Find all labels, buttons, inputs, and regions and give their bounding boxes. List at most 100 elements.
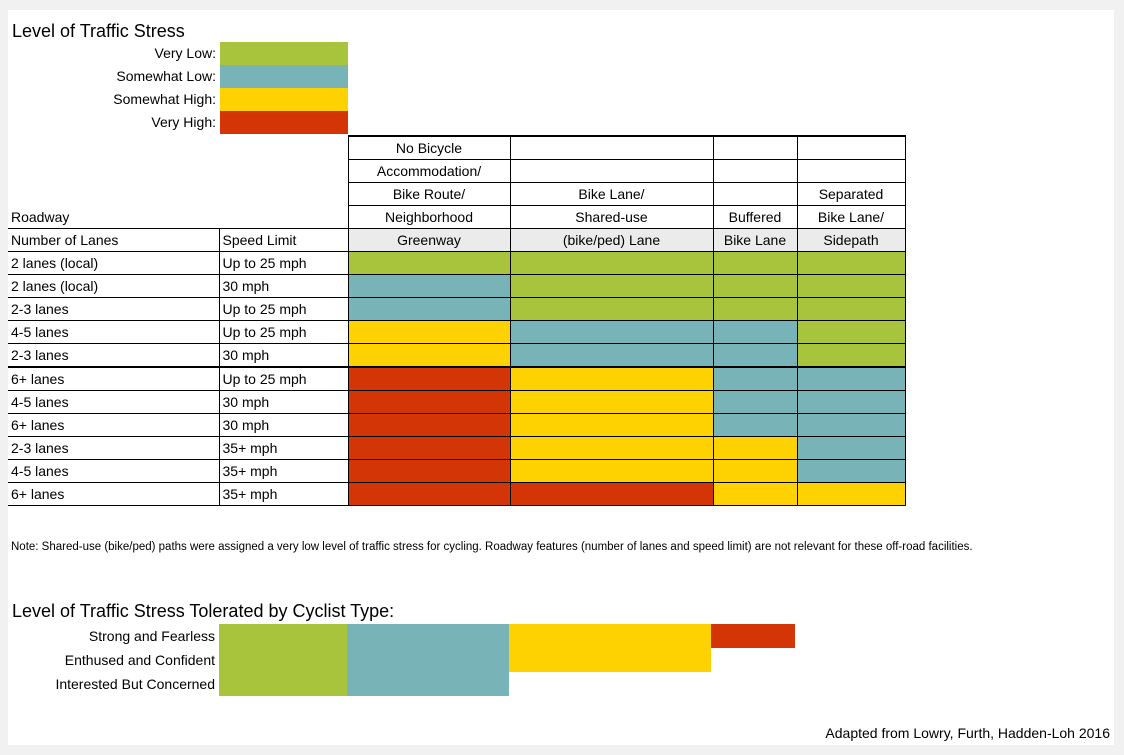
stress-cell-very-low (712, 297, 797, 321)
speed-cell: 30 mph (218, 413, 348, 437)
legend-row-very-high: Very High: (8, 111, 348, 134)
lanes-cell: 6+ lanes (8, 482, 219, 506)
tolerance-chart: Strong and Fearless Enthused and Confiden… (8, 624, 808, 696)
stress-cell-very-high (347, 436, 510, 460)
lts-table-header: No Bicycle Accommodation/Bike Route/Bike … (8, 135, 906, 252)
stress-cell-somewhat-high (509, 436, 713, 460)
facility-header-line (509, 159, 713, 183)
tolerance-bar-very-high (711, 624, 795, 648)
legend-swatch-very-high (220, 111, 348, 134)
lanes-cell: 2 lanes (local) (8, 274, 219, 298)
col-speed-header: Speed Limit (218, 228, 348, 252)
tolerance-bar-very-low (219, 648, 347, 672)
legend-label-very-high: Very High: (151, 114, 216, 130)
cyclist-type-label: Strong and Fearless (88, 628, 215, 644)
credit-text: Adapted from Lowry, Furth, Hadden-Loh 20… (825, 725, 1110, 741)
stress-cell-very-low (347, 251, 510, 275)
stress-cell-somewhat-high (509, 366, 713, 391)
header-blank (219, 206, 348, 229)
speed-cell: 30 mph (218, 343, 348, 368)
table-row: 6+ lanes 30 mph (8, 413, 906, 437)
stress-cell-very-high (347, 459, 510, 483)
lanes-cell: 2-3 lanes (8, 343, 219, 368)
speed-cell: 30 mph (218, 390, 348, 414)
tolerance-bar-somewhat-low (347, 672, 509, 696)
legend-row-somewhat-low: Somewhat Low: (8, 65, 348, 88)
stress-cell-somewhat-low (509, 343, 713, 368)
header-row: Number of Lanes Speed Limit Greenway (bike/… (8, 228, 906, 252)
header-blank (219, 183, 348, 206)
legend-label-very-low: Very Low: (154, 45, 216, 61)
facility-header-line: Separated (796, 182, 906, 206)
facility-header-line (796, 135, 906, 160)
stress-cell-very-low (509, 297, 713, 321)
stress-cell-very-low (712, 274, 797, 298)
lanes-cell: 2-3 lanes (8, 436, 219, 460)
legend-row-very-low: Very Low: (8, 42, 348, 65)
facility-header-line: Bike Lane/ (796, 205, 906, 229)
facility-header-line: Sidepath (796, 228, 906, 252)
table-row: 4-5 lanes 30 mph (8, 390, 906, 414)
facility-header-line: Bike Route/ (347, 182, 510, 206)
table-row: 6+ lanes Up to 25 mph (8, 366, 906, 391)
facility-header-line: No Bicycle (347, 135, 510, 160)
speed-cell: Up to 25 mph (218, 366, 348, 391)
speed-cell: 35+ mph (218, 459, 348, 483)
facility-header-line: Shared-use (509, 205, 713, 229)
table-row: 2-3 lanes Up to 25 mph (8, 297, 906, 321)
stress-cell-very-low (712, 251, 797, 275)
stress-cell-very-low (509, 251, 713, 275)
lanes-cell: 6+ lanes (8, 366, 219, 391)
stress-cell-very-low (796, 251, 906, 275)
speed-cell: Up to 25 mph (218, 297, 348, 321)
stress-cell-very-low (796, 320, 906, 344)
table-row: 4-5 lanes Up to 25 mph (8, 320, 906, 344)
stress-cell-somewhat-low (712, 366, 797, 391)
facility-header-line: (bike/ped) Lane (509, 228, 713, 252)
tolerance-title: Level of Traffic Stress Tolerated by Cyc… (12, 601, 395, 621)
stress-cell-somewhat-high (509, 390, 713, 414)
stress-cell-very-low (509, 274, 713, 298)
stress-cell-somewhat-low (347, 274, 510, 298)
stress-cell-somewhat-high (347, 343, 510, 368)
speed-cell: Up to 25 mph (218, 251, 348, 275)
col-lanes-header: Number of Lanes (8, 228, 219, 252)
stress-cell-somewhat-high (712, 482, 797, 506)
facility-header-line (796, 159, 906, 183)
stress-cell-very-high (347, 366, 510, 391)
lanes-cell: 4-5 lanes (8, 459, 219, 483)
table-row: 2-3 lanes 35+ mph (8, 436, 906, 460)
header-row: Accommodation/ (8, 159, 906, 183)
header-row: No Bicycle (8, 135, 906, 160)
tolerance-row: Enthused and Confident (8, 648, 808, 672)
facility-header-line: Greenway (347, 228, 510, 252)
lts-table: No Bicycle Accommodation/Bike Route/Bike … (8, 135, 906, 506)
stress-cell-very-high (347, 413, 510, 437)
tolerance-bar-somewhat-low (347, 624, 509, 648)
legend-swatch-somewhat-high (220, 88, 348, 111)
tolerance-bar-somewhat-high (509, 624, 711, 648)
header-blank (8, 136, 219, 160)
legend: Very Low: Somewhat Low: Somewhat High: V… (8, 42, 348, 134)
stress-cell-somewhat-low (796, 436, 906, 460)
facility-header-line (712, 159, 797, 183)
stress-cell-somewhat-low (347, 297, 510, 321)
stress-cell-somewhat-low (509, 320, 713, 344)
stress-cell-somewhat-high (712, 436, 797, 460)
lanes-cell: 4-5 lanes (8, 320, 219, 344)
facility-header-line: Neighborhood (347, 205, 510, 229)
facility-header-line (509, 135, 713, 160)
stress-cell-somewhat-high (509, 459, 713, 483)
tolerance-bar-very-low (219, 624, 347, 648)
header-blank (219, 136, 348, 160)
table-row: 6+ lanes 35+ mph (8, 482, 906, 506)
tolerance-row: Strong and Fearless (8, 624, 808, 648)
stress-cell-very-high (347, 482, 510, 506)
stress-cell-very-low (796, 343, 906, 368)
stress-cell-somewhat-high (796, 482, 906, 506)
stress-cell-somewhat-low (712, 413, 797, 437)
table-row: 2 lanes (local) 30 mph (8, 274, 906, 298)
table-row: 2 lanes (local) Up to 25 mph (8, 251, 906, 275)
tolerance-row: Interested But Concerned (8, 672, 808, 696)
facility-header-line: Bike Lane (712, 228, 797, 252)
